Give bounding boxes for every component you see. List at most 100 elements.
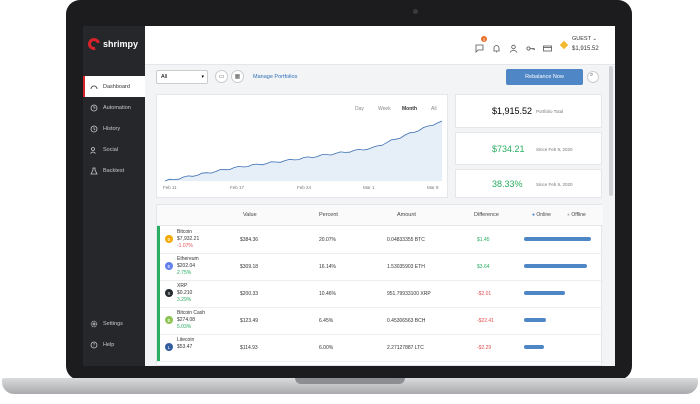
stat-value: $1,915.52 [492,106,533,116]
automation-icon [90,104,98,112]
table-row[interactable]: B Bitcoin $7,932.21 -1.07% $384.36 20.07… [157,226,603,254]
column-header-amount[interactable]: Amount [397,212,416,218]
range-day[interactable]: Day [355,106,364,112]
rebalance-button[interactable]: Rebalance Now [506,69,583,85]
row-status-stripe [157,307,160,334]
table-row[interactable]: B Bitcoin Cash $274.08 5.03% $123.49 6.4… [157,307,603,335]
chat-icon[interactable] [475,40,484,53]
scrollbar[interactable] [609,66,613,196]
amount-cell: 1.53035903 ETH [387,264,425,270]
difference-cell: $1.45 [477,237,490,243]
sidebar-item-label: Dashboard [103,83,130,90]
coin-icon: X [165,289,173,297]
coin-icon: B [165,235,173,243]
top-bar: 3 GUEST ⌄ $1,915.52 [145,26,615,65]
table-row[interactable]: E Ethereum $202.04 2.75% $309.18 16.14% … [157,253,603,281]
key-icon[interactable] [526,40,535,51]
asset-name: Ethereum [177,256,199,262]
row-status-stripe [157,253,160,280]
table-header: Value Percent Amount Difference ● Online… [157,205,603,226]
portfolio-area-chart [164,120,443,182]
calendar-button[interactable]: ▭ [215,70,228,83]
column-header-percent[interactable]: Percent [319,212,338,218]
range-week[interactable]: Week [378,106,391,112]
asset-name: XRP [177,283,188,289]
bell-icon[interactable] [492,40,501,53]
logo[interactable]: shrimpy [85,35,139,53]
notification-badge: 3 [481,36,487,42]
percent-cell: 10.46% [319,291,336,297]
chevron-down-icon: ⌄ [592,36,597,42]
percent-cell: 16.14% [319,264,336,270]
percent-cell: 20.07% [319,237,336,243]
holdings-table: Value Percent Amount Difference ● Online… [156,204,603,366]
amount-cell: 0.04833355 BTC [387,237,425,243]
sidebar-item-history[interactable]: History [83,118,145,139]
asset-cell: Bitcoin Cash $274.08 5.03% [177,310,205,331]
toolbar: All ▾ ▭ ▦ Manage Portfolios Rebalance No… [145,66,615,90]
manage-portfolios-link[interactable]: Manage Portfolios [253,74,298,80]
gear-icon [90,320,98,328]
asset-name: Bitcoin [177,229,193,235]
sidebar-item-label: Help [103,341,115,348]
grid-view-button[interactable]: ▦ [231,70,244,83]
legend-online: ● Online [532,212,551,218]
chart-area-fill [165,121,442,181]
search-button[interactable]: ⌕ [587,71,599,83]
asset-price: $202.04 [177,263,196,269]
sidebar-item-settings[interactable]: Settings [83,313,145,334]
difference-cell: -$2.29 [477,345,492,351]
sidebar-item-automation[interactable]: Automation [83,97,145,118]
column-header-difference[interactable]: Difference [474,212,499,218]
app-screen: shrimpy Dashboard Automation History Soc… [83,26,615,366]
binance-icon [559,37,569,50]
backtest-icon [90,167,98,175]
gain-amount-card: $734.21 Since Feb 9, 2020 [455,132,602,165]
asset-cell: Litecoin $53.47 [177,337,194,351]
search-icon: ⌕ [590,72,594,78]
sidebar-item-label: Backtest [103,167,125,174]
x-tick-label: Mar 8 [427,185,439,190]
difference-cell: -$22.41 [477,318,494,324]
row-status-stripe [157,226,160,253]
difference-cell: -$2.01 [477,291,492,297]
sidebar-item-backtest[interactable]: Backtest [83,160,145,181]
sidebar-item-social[interactable]: Social [83,139,145,160]
account-balance: $1,915.52 [572,46,599,52]
range-month[interactable]: Month [402,106,417,112]
allocation-bar [524,345,544,349]
account-menu[interactable]: GUEST ⌄ $1,915.52 [572,36,599,52]
row-status-stripe [157,334,160,361]
shrimpy-logo-icon [85,35,103,53]
range-all[interactable]: All [431,106,437,112]
chart-series-line [164,120,443,182]
coin-icon: L [165,343,173,351]
sidebar-item-help[interactable]: ? Help [83,334,145,355]
x-tick-label: Feb 11 [163,185,177,190]
table-row[interactable]: L Litecoin $53.47 $114.93 6.00% 2.271278… [157,334,603,362]
credit-card-icon[interactable] [543,40,552,52]
stat-label: Since Feb 9, 2020 [536,147,573,152]
sidebar-item-dashboard[interactable]: Dashboard [83,76,145,97]
portfolio-chart-card: Day Week Month All Feb 11 Feb 17 Feb 24 … [156,94,448,198]
allocation-bar [524,318,546,322]
exchange-select-value: All [161,74,168,80]
column-header-value[interactable]: Value [243,212,257,218]
chevron-down-icon: ▾ [201,74,204,80]
asset-price: $0.210 [177,290,193,296]
brand-name: shrimpy [103,39,139,49]
legend-offline: ● Offline [567,212,586,218]
asset-cell: Ethereum $202.04 2.75% [177,256,199,277]
coin-icon: B [165,316,173,324]
table-row[interactable]: X XRP $0.210 3.29% $200.33 10.46% 951.79… [157,280,603,308]
stat-label: Portfolio Total [536,109,564,114]
coin-icon: E [165,262,173,270]
stat-label: Since Feb 9, 2020 [536,182,573,187]
value-cell: $123.49 [240,318,259,324]
camera-dot [413,9,418,14]
exchange-select[interactable]: All ▾ [156,70,208,84]
legend-online-label: Online [536,212,551,218]
allocation-bar [524,264,587,268]
user-icon[interactable] [509,40,518,53]
stat-value: $734.21 [492,144,525,154]
